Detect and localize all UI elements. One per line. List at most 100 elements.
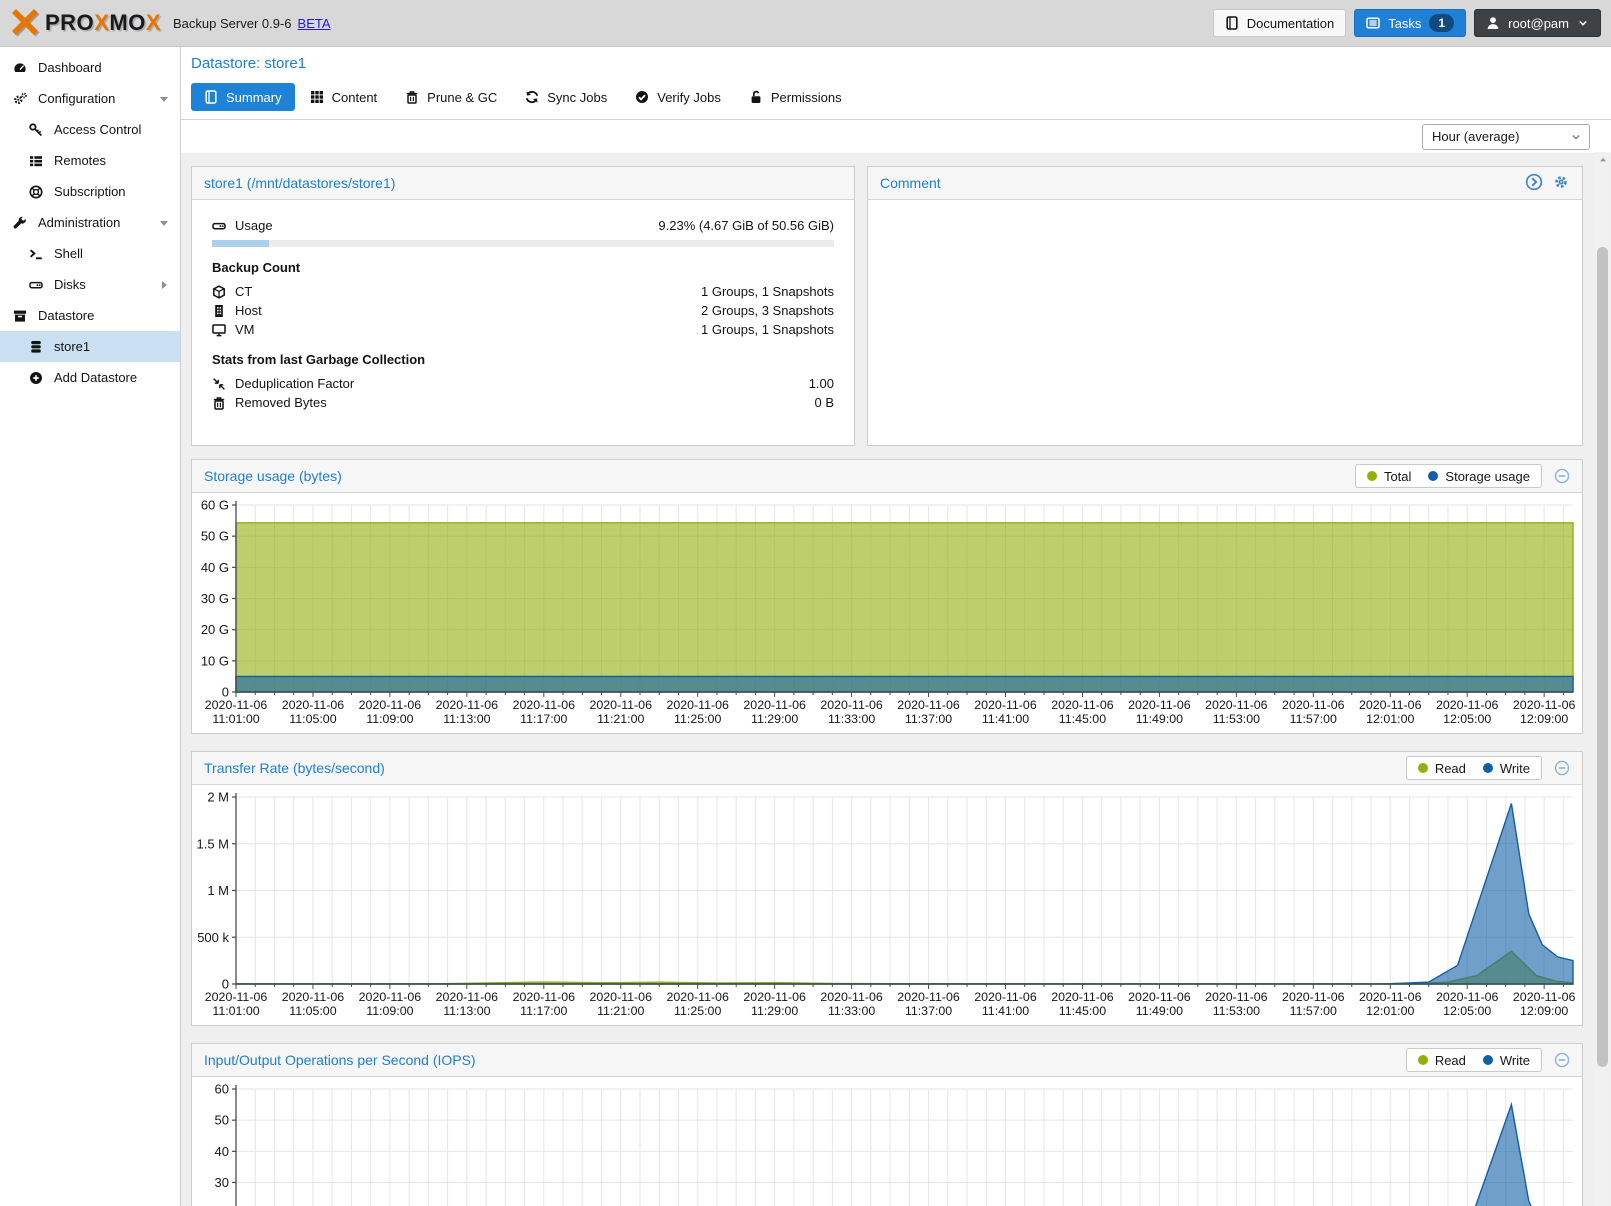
user-menu-button[interactable]: root@pam xyxy=(1474,9,1601,37)
tab-sync-jobs[interactable]: Sync Jobs xyxy=(512,83,620,111)
svg-text:11:33:00: 11:33:00 xyxy=(828,712,875,726)
tab-summary[interactable]: Summary xyxy=(191,83,295,111)
sidebar-item-label: Subscription xyxy=(54,184,126,199)
beta-link[interactable]: BETA xyxy=(298,16,331,31)
host-row: Host2 Groups, 3 Snapshots xyxy=(212,301,834,320)
sidebar-item-label: Add Datastore xyxy=(54,370,137,385)
comment-panel-body[interactable] xyxy=(868,200,1582,445)
legend-label: Write xyxy=(1500,1053,1530,1068)
desktop-icon xyxy=(212,323,229,337)
legend-item-read[interactable]: Read xyxy=(1418,1053,1466,1068)
sidebar-item-dashboard[interactable]: Dashboard xyxy=(0,52,180,83)
documentation-button[interactable]: Documentation xyxy=(1213,9,1346,37)
product-version: Backup Server 0.9-6 xyxy=(173,16,292,31)
sidebar-item-disks[interactable]: Disks xyxy=(0,269,180,300)
proxmox-wordmark: PROXMOX xyxy=(45,10,161,36)
usage-value: 9.23% (4.67 GiB of 50.56 GiB) xyxy=(658,218,834,233)
svg-text:2020-11-06: 2020-11-06 xyxy=(974,698,1037,712)
legend-item-write[interactable]: Write xyxy=(1483,761,1530,776)
svg-text:2020-11-06: 2020-11-06 xyxy=(282,698,345,712)
legend-label: Read xyxy=(1435,761,1466,776)
sidebar-item-remotes[interactable]: Remotes xyxy=(0,145,180,176)
svg-text:11:13:00: 11:13:00 xyxy=(443,1004,490,1018)
svg-text:2020-11-06: 2020-11-06 xyxy=(590,698,653,712)
svg-text:2020-11-06: 2020-11-06 xyxy=(820,990,883,1004)
sidebar-item-shell[interactable]: Shell xyxy=(0,238,180,269)
legend-label: Storage usage xyxy=(1445,469,1530,484)
svg-text:2020-11-06: 2020-11-06 xyxy=(974,990,1037,1004)
time-range-value: Hour (average) xyxy=(1432,129,1519,144)
tab-prune-gc[interactable]: Prune & GC xyxy=(392,83,510,111)
unlock-icon xyxy=(749,90,763,104)
life-ring-icon xyxy=(29,185,47,199)
storage-chart-header: Storage usage (bytes) TotalStorage usage xyxy=(192,460,1582,493)
tasks-button[interactable]: Tasks 1 xyxy=(1354,9,1466,37)
comment-panel-title: Comment xyxy=(880,175,941,191)
legend-item-total[interactable]: Total xyxy=(1367,469,1411,484)
transfer-chart: 0500 k1 M1.5 M2 M2020-11-0611:01:002020-… xyxy=(192,785,1582,1026)
transfer-chart-header: Transfer Rate (bytes/second) ReadWrite xyxy=(192,752,1582,785)
iops-chart: 01020304050602020-11-0611:01:002020-11-0… xyxy=(192,1077,1582,1206)
svg-text:11:05:00: 11:05:00 xyxy=(289,712,336,726)
caret-down-icon[interactable] xyxy=(157,216,171,230)
legend-dot xyxy=(1418,1055,1428,1065)
svg-text:11:13:00: 11:13:00 xyxy=(443,712,490,726)
scrollbar-thumb[interactable] xyxy=(1597,247,1608,1067)
legend-item-storage-usage[interactable]: Storage usage xyxy=(1428,469,1530,484)
sidebar-item-configuration[interactable]: Configuration xyxy=(0,83,180,114)
user-label: root@pam xyxy=(1508,16,1569,31)
sidebar-item-store1[interactable]: store1 xyxy=(0,331,180,362)
collapse-panel-icon[interactable] xyxy=(1554,760,1570,776)
svg-text:11:53:00: 11:53:00 xyxy=(1213,1004,1260,1018)
svg-text:30: 30 xyxy=(215,1175,229,1190)
collapse-panel-icon[interactable] xyxy=(1554,1052,1570,1068)
edit-comment-icon[interactable] xyxy=(1525,173,1543,194)
iops-chart-header: Input/Output Operations per Second (IOPS… xyxy=(192,1044,1582,1077)
svg-text:40: 40 xyxy=(215,1144,229,1159)
sidebar-item-subscription[interactable]: Subscription xyxy=(0,176,180,207)
sidebar-item-datastore[interactable]: Datastore xyxy=(0,300,180,331)
gear-icon[interactable] xyxy=(1552,173,1570,194)
tab-label: Prune & GC xyxy=(427,90,497,105)
svg-text:2020-11-06: 2020-11-06 xyxy=(897,990,960,1004)
caret-right-icon[interactable] xyxy=(157,278,171,292)
svg-text:20 G: 20 G xyxy=(201,622,229,637)
svg-text:12:01:00: 12:01:00 xyxy=(1366,712,1414,726)
sidebar-item-label: Datastore xyxy=(38,308,94,323)
svg-text:11:09:00: 11:09:00 xyxy=(366,1004,413,1018)
tab-verify-jobs[interactable]: Verify Jobs xyxy=(622,83,734,111)
compress-icon xyxy=(212,377,229,391)
toolbar: Hour (average) xyxy=(181,120,1611,153)
svg-text:2020-11-06: 2020-11-06 xyxy=(1128,698,1191,712)
svg-text:11:05:00: 11:05:00 xyxy=(289,1004,336,1018)
svg-text:11:17:00: 11:17:00 xyxy=(520,712,567,726)
svg-text:2 M: 2 M xyxy=(207,790,229,805)
svg-text:30 G: 30 G xyxy=(201,591,229,606)
legend-item-read[interactable]: Read xyxy=(1418,761,1466,776)
svg-text:1 M: 1 M xyxy=(207,883,229,898)
vertical-scrollbar[interactable] xyxy=(1595,152,1610,1206)
sidebar-item-administration[interactable]: Administration xyxy=(0,207,180,238)
svg-text:1.5 M: 1.5 M xyxy=(196,836,229,851)
legend-dot xyxy=(1428,471,1438,481)
legend-label: Write xyxy=(1500,761,1530,776)
svg-text:2020-11-06: 2020-11-06 xyxy=(282,990,345,1004)
caret-down-icon[interactable] xyxy=(157,92,171,106)
legend-item-write[interactable]: Write xyxy=(1483,1053,1530,1068)
sidebar-item-access-control[interactable]: Access Control xyxy=(0,114,180,145)
proxmox-x-icon xyxy=(10,7,42,39)
collapse-panel-icon[interactable] xyxy=(1554,468,1570,484)
time-range-select[interactable]: Hour (average) xyxy=(1422,124,1590,150)
sidebar-item-add-datastore[interactable]: Add Datastore xyxy=(0,362,180,393)
svg-text:2020-11-06: 2020-11-06 xyxy=(743,990,806,1004)
tab-content[interactable]: Content xyxy=(297,83,391,111)
svg-text:11:45:00: 11:45:00 xyxy=(1059,1004,1106,1018)
scroll-up-icon[interactable] xyxy=(1595,152,1610,168)
tab-permissions[interactable]: Permissions xyxy=(736,83,855,111)
svg-text:2020-11-06: 2020-11-06 xyxy=(1436,990,1499,1004)
svg-text:11:25:00: 11:25:00 xyxy=(674,712,721,726)
svg-text:11:01:00: 11:01:00 xyxy=(212,712,259,726)
gears-icon xyxy=(13,92,31,106)
svg-text:2020-11-06: 2020-11-06 xyxy=(743,698,806,712)
svg-text:2020-11-06: 2020-11-06 xyxy=(205,990,268,1004)
